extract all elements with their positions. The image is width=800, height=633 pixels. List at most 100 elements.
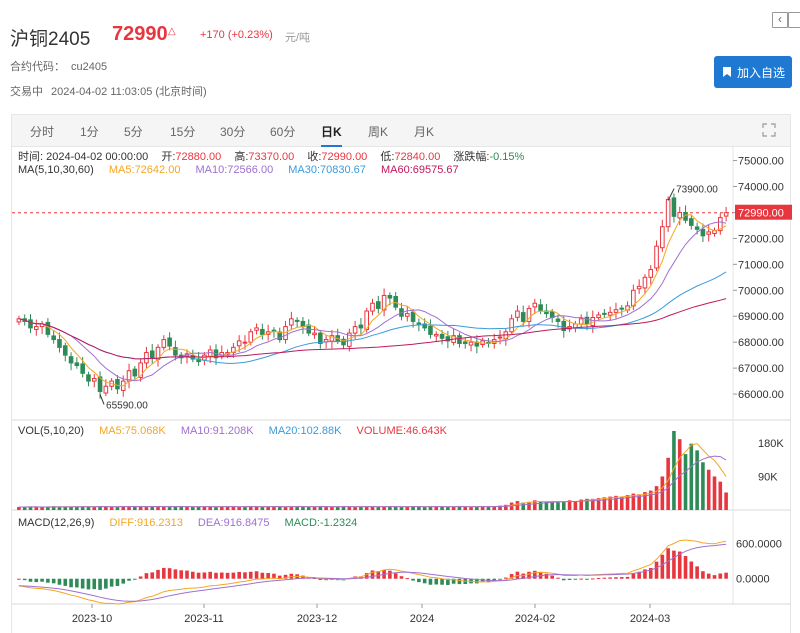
candle-body <box>51 335 56 341</box>
price-tick-label: 71000.00 <box>738 259 784 271</box>
volume-bar <box>86 506 91 510</box>
add-watchlist-label: 加入自选 <box>736 65 785 80</box>
tab-5min[interactable]: 5分 <box>124 125 143 139</box>
time-axis-label: 2024 <box>410 613 434 625</box>
tab-weekly-k[interactable]: 周K <box>368 125 389 139</box>
macd-bar <box>677 551 682 579</box>
macd-bar <box>648 567 653 579</box>
next-arrow-icon[interactable] <box>788 12 800 28</box>
macd-bar <box>225 572 230 579</box>
volume-bar <box>631 493 636 510</box>
macd-bar <box>567 578 572 580</box>
tab-timeshare[interactable]: 分时 <box>30 125 55 139</box>
volume-bar <box>521 502 526 510</box>
current-price-label: 72990.00 <box>738 208 784 220</box>
volume-bar <box>121 506 126 510</box>
macd-bar <box>637 571 641 579</box>
macd-bar <box>718 573 723 579</box>
volume-bar <box>672 430 676 510</box>
volume-bar <box>127 506 131 510</box>
macd-bar <box>167 568 172 579</box>
macd-bar <box>492 578 497 581</box>
candle-body <box>358 324 364 329</box>
price-tick-label: 66000.00 <box>738 389 784 401</box>
volume-bar <box>596 498 601 510</box>
volume-bar <box>104 506 108 510</box>
macd-bar <box>706 573 711 579</box>
volume-bar <box>701 462 705 510</box>
macd-macd: MACD:-1.2324 <box>284 517 358 529</box>
macd-bar <box>272 573 276 579</box>
volume-bar <box>254 506 259 510</box>
macd-bar <box>561 578 566 581</box>
candle-body <box>555 318 561 322</box>
volume-bar <box>422 507 427 510</box>
macd-bar <box>277 575 282 579</box>
volume-bar <box>469 507 473 510</box>
macd-bar <box>121 578 126 584</box>
tab-1min[interactable]: 1分 <box>80 125 99 139</box>
volume-bar <box>301 506 305 510</box>
candle-body <box>149 350 155 359</box>
macd-bar <box>596 578 601 580</box>
add-watchlist-button[interactable]: 加入自选 <box>714 56 792 88</box>
volume-bar <box>654 486 659 510</box>
tab-daily-k[interactable]: 日K <box>321 125 342 147</box>
tab-60min[interactable]: 60分 <box>270 125 296 139</box>
prev-arrow-icon[interactable]: ‹ <box>772 12 788 28</box>
tab-30min[interactable]: 30分 <box>220 125 246 139</box>
tab-15min[interactable]: 15分 <box>170 125 196 139</box>
vol-title: VOL(5,10,20) <box>18 425 85 437</box>
macd-bar <box>422 578 427 584</box>
volume-bar <box>237 507 241 510</box>
max-price-label: 73900.00 <box>676 185 718 196</box>
volume-bar <box>498 505 502 510</box>
volume-bar <box>527 501 531 510</box>
candle-body <box>596 314 601 319</box>
volume-bar <box>544 501 549 510</box>
candle-body <box>57 339 62 348</box>
macd-bar <box>208 571 212 579</box>
macd-bar <box>608 577 612 579</box>
macd-bar <box>590 578 595 580</box>
volume-bar <box>573 501 578 510</box>
ma5-line <box>18 214 727 387</box>
candle-body <box>161 339 167 348</box>
volume-bar <box>28 506 33 510</box>
candle-body <box>584 316 590 325</box>
macd-bar <box>150 572 155 579</box>
volume-bar <box>347 506 352 510</box>
price-tick-label: 74000.00 <box>738 182 784 194</box>
volume-bar <box>614 495 618 510</box>
candle-body <box>706 231 712 235</box>
ohlc-close: 72990.00 <box>321 151 368 163</box>
macd-bar <box>399 576 404 579</box>
volume-bar <box>492 506 497 510</box>
volume-bar <box>272 506 276 510</box>
trading-status: 交易中 2024-04-02 11:03:05 (北京时间) <box>10 83 207 99</box>
ma30-value: MA30:70830.67 <box>288 164 366 176</box>
macd-bar <box>248 571 253 579</box>
macd-dea-line <box>18 543 727 602</box>
fullscreen-icon[interactable] <box>762 123 776 137</box>
volume-bar <box>57 507 62 510</box>
volume-bar <box>219 506 224 510</box>
candle-body <box>723 212 729 217</box>
candle-body <box>167 337 172 347</box>
volume-bar <box>318 506 323 510</box>
candle-body <box>515 310 520 318</box>
macd-bar <box>63 578 68 586</box>
volume-bar <box>231 506 236 510</box>
current-price-tag <box>735 204 792 220</box>
macd-bar <box>46 578 50 583</box>
macd-bar <box>440 578 444 585</box>
candle-body <box>648 269 654 278</box>
volume-bar <box>289 506 294 510</box>
volume-bar <box>619 496 624 510</box>
volume-bar <box>382 506 386 510</box>
macd-bar <box>162 567 166 579</box>
candle-body <box>341 338 346 346</box>
macd-bar <box>127 578 131 581</box>
tab-monthly-k[interactable]: 月K <box>414 125 435 139</box>
